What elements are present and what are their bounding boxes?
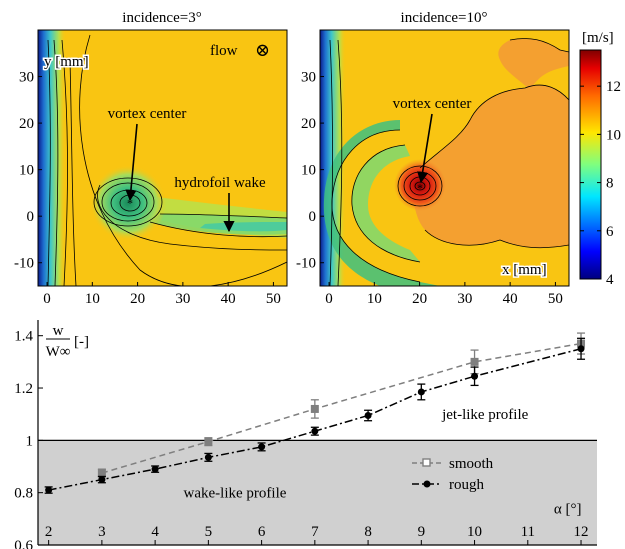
data-point-rough	[204, 453, 212, 461]
wake-label: hydrofoil wake	[174, 175, 266, 191]
colorbar-tick-label: 12	[606, 79, 621, 95]
right-panel-title: incidence=10°	[401, 10, 488, 26]
y-tick-label: 1.2	[14, 381, 33, 397]
legend-rough-marker	[423, 480, 431, 488]
y-tick-label: 20	[19, 116, 34, 132]
y-tick-label: 0	[27, 209, 35, 225]
colorbar-tick-label: 10	[606, 127, 621, 143]
series-line-rough	[48, 348, 582, 491]
left-panel-title: incidence=3°	[122, 10, 201, 26]
data-point-rough	[258, 443, 266, 451]
x-tick-label: 4	[151, 524, 159, 540]
left-edge-band	[38, 30, 66, 286]
colorbar-unit: [m/s]	[582, 30, 614, 46]
data-point-rough	[417, 388, 425, 396]
right-xlabel: x [mm]	[502, 262, 547, 278]
left-panel: incidence=3°	[14, 10, 288, 307]
colorbar: [m/s] 12 10 8 6 4	[579, 30, 621, 288]
ylabel-denominator: W∞	[46, 344, 71, 360]
colorbar-tick-label: 4	[606, 272, 614, 288]
y-tick-label: 30	[301, 70, 316, 86]
line-chart: 2 3 4 5 6 7 8 9 10 11 12 1.4 1.2 1 0.8 0.6 jet-like pro…	[14, 320, 597, 549]
ylabel-numerator: w	[53, 323, 64, 339]
data-point-smooth	[310, 404, 319, 413]
x-tick-label: 10	[85, 291, 100, 307]
data-point-rough	[471, 372, 479, 380]
x-tick-label: 6	[258, 524, 266, 540]
flow-label: flow	[210, 43, 238, 59]
x-tick-label: 7	[311, 524, 319, 540]
data-point-rough	[98, 476, 106, 484]
data-point-rough	[577, 345, 585, 353]
legend-rough-label: rough	[449, 477, 484, 493]
y-tick-label: 0	[309, 209, 317, 225]
ylabel-unit: [-]	[74, 334, 89, 350]
data-point-smooth	[470, 357, 479, 366]
left-field-background	[38, 30, 287, 286]
x-tick-label: 30	[175, 291, 190, 307]
data-point-rough	[151, 465, 159, 473]
y-tick-label: 0.8	[14, 486, 33, 502]
x-tick-label: 3	[98, 524, 106, 540]
y-tick-label: 1.4	[14, 329, 33, 345]
y-tick-label: 0.6	[14, 538, 33, 549]
x-tick-label: 30	[457, 291, 472, 307]
x-tick-label: 0	[325, 291, 333, 307]
colorbar-tick-label: 6	[606, 224, 614, 240]
x-tick-label: 12	[574, 524, 589, 540]
svg-text:*: *	[127, 196, 133, 210]
x-tick-label: 40	[503, 291, 518, 307]
wake-like-label: wake-like profile	[184, 486, 287, 502]
legend: smooth rough	[405, 450, 517, 496]
data-point-rough	[311, 427, 319, 435]
left-ylabel: y [mm]	[44, 54, 89, 70]
jet-like-label: jet-like profile	[441, 407, 529, 423]
x-tick-label: 20	[412, 291, 427, 307]
colorbar-ticks: 12 10 8 6 4	[580, 79, 621, 288]
colorbar-tick-label: 8	[606, 176, 614, 192]
svg-text:*: *	[417, 181, 423, 195]
x-tick-label: 50	[266, 291, 281, 307]
left-axes: 0 10 20 30 40 50 30 20 10 0 -10	[14, 70, 281, 307]
data-point-rough	[364, 411, 372, 419]
x-tick-label: 10	[467, 524, 482, 540]
y-tick-label: 1	[26, 433, 34, 449]
x-tick-label: 10	[367, 291, 382, 307]
data-point-smooth	[97, 469, 106, 478]
x-tick-label: 9	[418, 524, 426, 540]
xlabel-alpha: α [°]	[554, 502, 582, 518]
legend-smooth-label: smooth	[449, 456, 494, 472]
right-axes: 0 10 20 30 40 50 30 20 10 0 -10	[296, 70, 563, 307]
legend-box	[405, 450, 517, 496]
flow-out-of-page-icon: ⊗	[255, 40, 270, 60]
data-point-rough	[45, 486, 53, 494]
right-panel: incidence=10°	[296, 10, 570, 307]
y-tick-label: 30	[19, 70, 34, 86]
chart-axes: 2 3 4 5 6 7 8 9 10 11 12 1.4 1.2 1 0.8 0.6	[14, 320, 597, 549]
data-point-smooth	[204, 437, 213, 446]
y-tick-label: -10	[296, 256, 316, 272]
x-tick-label: 0	[43, 291, 51, 307]
x-tick-label: 11	[521, 524, 535, 540]
x-tick-label: 2	[45, 524, 53, 540]
x-tick-label: 8	[364, 524, 372, 540]
x-tick-label: 5	[205, 524, 213, 540]
colorbar-gradient	[579, 49, 602, 280]
left-vortex-label: vortex center	[108, 106, 187, 122]
right-high-velocity-region	[413, 85, 569, 248]
y-tick-label: 10	[19, 163, 34, 179]
legend-smooth-marker	[422, 458, 431, 467]
x-tick-label: 50	[548, 291, 563, 307]
series-layer	[44, 332, 586, 494]
y-tick-label: 20	[301, 116, 316, 132]
x-tick-label: 20	[130, 291, 145, 307]
x-tick-label: 40	[221, 291, 236, 307]
right-vortex-label: vortex center	[393, 96, 472, 112]
y-tick-label: 10	[301, 163, 316, 179]
y-tick-label: -10	[14, 256, 34, 272]
